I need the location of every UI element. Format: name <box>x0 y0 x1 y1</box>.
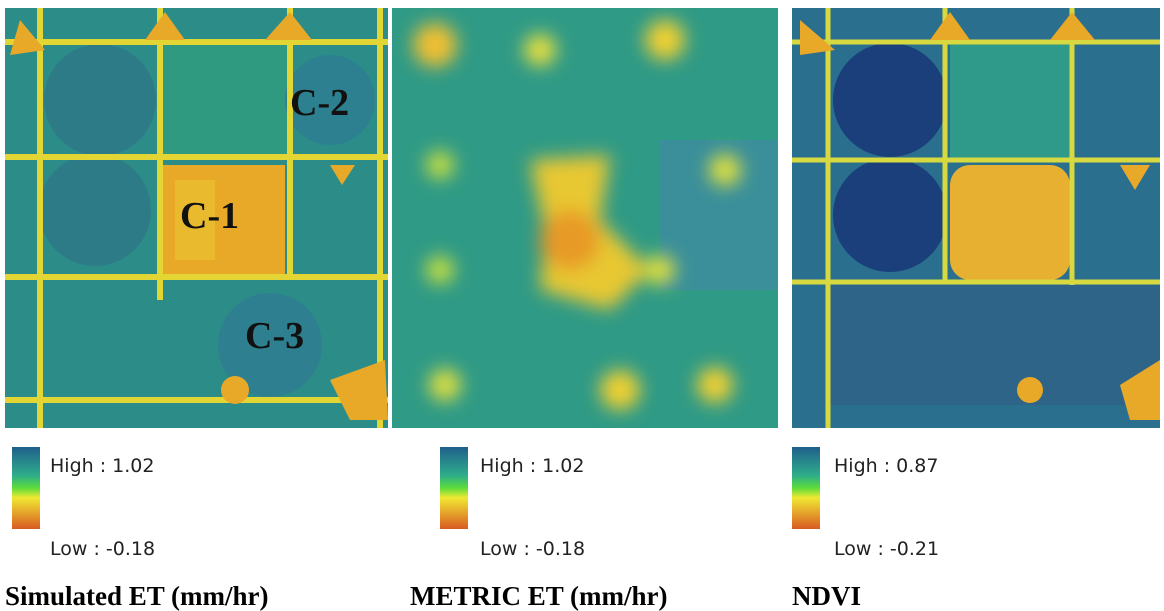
legend-high: High : 0.87 <box>834 455 938 477</box>
panel-title: Simulated ET (mm/hr) <box>5 581 269 611</box>
legend: High : 1.02 Low : -0.18 <box>440 447 585 560</box>
legend-low: Low : -0.18 <box>480 538 585 560</box>
ndvi-map <box>792 8 1160 428</box>
legend: High : 0.87 Low : -0.21 <box>792 447 939 560</box>
panel-title: NDVI <box>792 581 861 611</box>
legend: High : 1.02 Low : -0.18 <box>12 447 155 560</box>
simulated-et-map: C-2 C-1 C-3 <box>5 8 388 428</box>
field-label: C-1 <box>180 195 239 237</box>
panel-title: METRIC ET (mm/hr) <box>410 581 668 611</box>
legend-high: High : 1.02 <box>480 455 584 477</box>
legend-high: High : 1.02 <box>50 455 154 477</box>
metric-et-map <box>392 8 778 428</box>
figure: C-2 C-1 C-3 <box>0 0 1164 611</box>
field-label: C-3 <box>245 315 304 357</box>
legend-low: Low : -0.18 <box>50 538 155 560</box>
legend-low: Low : -0.21 <box>834 538 939 560</box>
field-label: C-2 <box>290 82 349 124</box>
